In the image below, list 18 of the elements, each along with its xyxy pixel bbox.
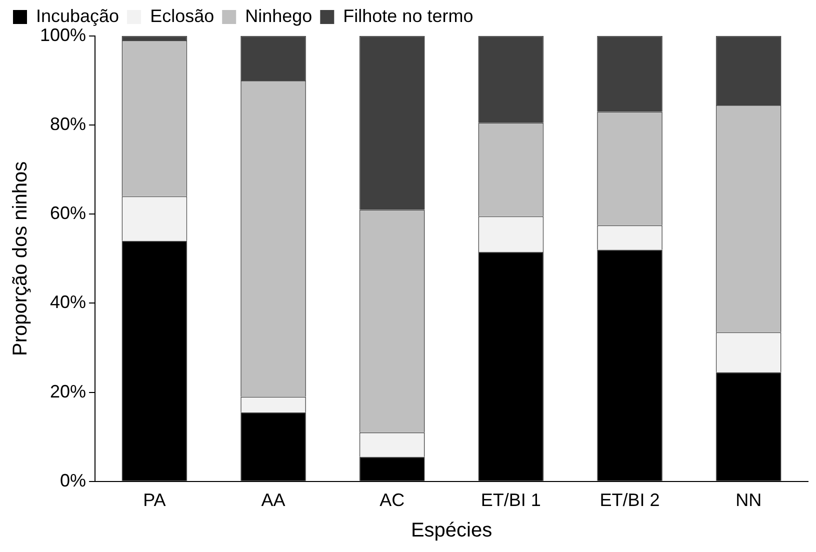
y-axis-title: Proporção dos ninhos (10, 161, 32, 356)
legend-label: Eclosão (150, 6, 214, 26)
y-tick-label: 60% (50, 203, 86, 224)
y-tick-label: 0% (60, 470, 86, 490)
y-tick-label: 100% (40, 24, 86, 45)
x-tick-label: ET/BI 1 (480, 490, 541, 510)
x-tick-label: PA (143, 490, 166, 510)
y-tick-label: 80% (50, 114, 86, 134)
y-tick-label: 40% (50, 292, 86, 312)
legend-label: Incubação (36, 6, 120, 26)
legend-label: Filhote no termo (343, 6, 474, 26)
x-tick-label: NN (736, 490, 762, 510)
x-tick-label: ET/BI 2 (600, 490, 660, 510)
legend-label: Ninhego (245, 6, 312, 26)
y-tick-label: 20% (50, 381, 86, 402)
x-axis-title: Espécies (410, 520, 492, 542)
x-tick-label: AC (380, 490, 405, 510)
x-tick-label: AA (261, 490, 286, 510)
